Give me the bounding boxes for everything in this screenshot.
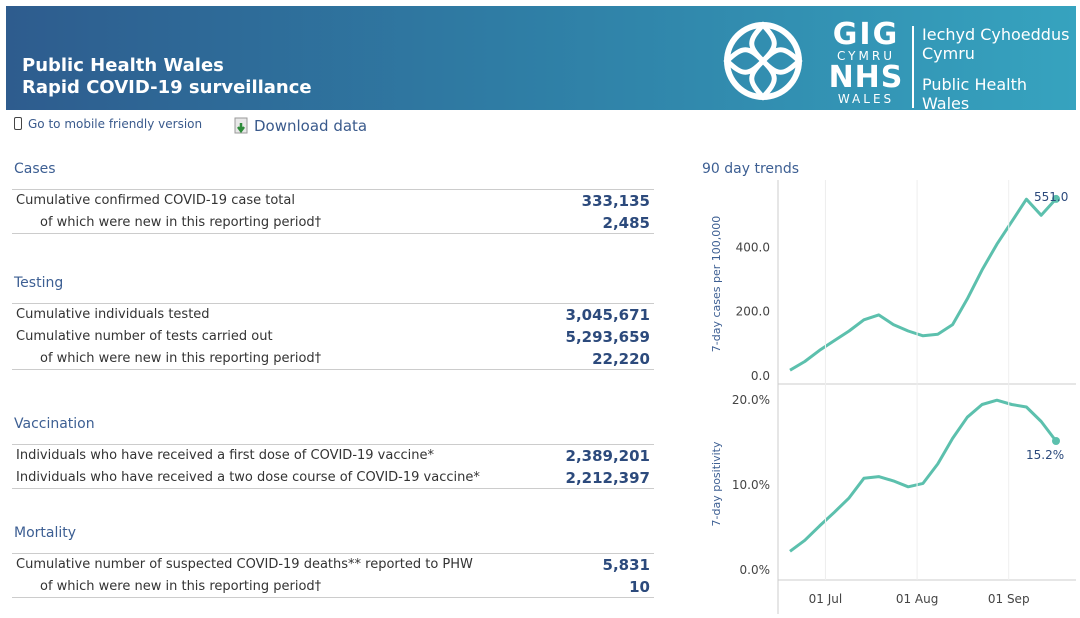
- row-label: of which were new in this reporting peri…: [40, 351, 322, 366]
- last-value-label: 15.2%: [1026, 448, 1064, 462]
- section-title-vaccination: Vaccination: [14, 416, 95, 432]
- section-title-testing: Testing: [14, 275, 64, 291]
- y-tick-label: 10.0%: [732, 478, 770, 492]
- celtic-knot-logo: [723, 21, 803, 101]
- y-tick-label: 0.0: [751, 369, 770, 383]
- row-label: Cumulative number of suspected COVID-19 …: [16, 557, 473, 572]
- y-tick-label: 400.0: [736, 240, 770, 254]
- row-label: Cumulative confirmed COVID-19 case total: [16, 193, 295, 208]
- y-tick-label: 20.0%: [732, 393, 770, 407]
- logo-text-gig: GIG: [832, 17, 900, 52]
- row-value: 3,045,671: [565, 306, 650, 324]
- trends-title: 90 day trends: [702, 161, 800, 177]
- table-row: Individuals who have received a two dose…: [12, 467, 654, 489]
- row-label: of which were new in this reporting peri…: [40, 579, 322, 594]
- row-value: 2,485: [602, 214, 650, 232]
- mobile-link-label: Go to mobile friendly version: [28, 117, 203, 131]
- table-row: Cumulative confirmed COVID-19 case total…: [12, 190, 654, 212]
- table-row: Cumulative number of tests carried out 5…: [12, 326, 654, 348]
- vaccination-table: Individuals who have received a first do…: [12, 444, 654, 489]
- mobile-version-link[interactable]: Go to mobile friendly version: [14, 117, 202, 131]
- row-value: 10: [629, 578, 650, 596]
- logo-text-wales: WALES: [837, 92, 895, 106]
- testing-table: Cumulative individuals tested 3,045,671 …: [12, 303, 654, 370]
- logo-text-nhs: NHS: [828, 60, 904, 95]
- org-name: Iechyd Cyhoeddus Cymru Public Health Wal…: [922, 25, 1069, 113]
- logo-text-cymru: CYMRU: [837, 49, 895, 63]
- row-value: 333,135: [581, 192, 650, 210]
- table-row: of which were new in this reporting peri…: [12, 348, 654, 370]
- download-link-label: Download data: [254, 117, 368, 135]
- cases-table: Cumulative confirmed COVID-19 case total…: [12, 189, 654, 234]
- row-value: 5,831: [602, 556, 650, 574]
- row-value: 22,220: [592, 350, 650, 368]
- last-value-label: 551.0: [1034, 190, 1068, 204]
- x-tick-label: 01 Jul: [809, 592, 843, 606]
- row-label: of which were new in this reporting peri…: [40, 215, 322, 230]
- table-row: of which were new in this reporting peri…: [12, 212, 654, 234]
- row-value: 2,389,201: [565, 447, 650, 465]
- org-welsh-line1: Iechyd Cyhoeddus: [922, 25, 1070, 44]
- org-english-line1: Public Health: [922, 75, 1027, 94]
- row-label: Cumulative number of tests carried out: [16, 329, 273, 344]
- row-value: 5,293,659: [565, 328, 650, 346]
- org-welsh-line2: Cymru: [922, 44, 975, 63]
- y-tick-label: 200.0: [736, 305, 770, 319]
- y-axis-label: 7-day positivity: [710, 441, 723, 526]
- x-tick-label: 01 Aug: [896, 592, 939, 606]
- row-label: Cumulative individuals tested: [16, 307, 210, 322]
- row-label: Individuals who have received a two dose…: [16, 470, 480, 485]
- app-title: Public Health Wales: [22, 55, 224, 76]
- app-subtitle: Rapid COVID-19 surveillance: [22, 77, 312, 98]
- table-row: of which were new in this reporting peri…: [12, 576, 654, 598]
- series-line: [789, 398, 1058, 553]
- table-row: Individuals who have received a first do…: [12, 445, 654, 467]
- y-axis-label: 7-day cases per 100,000: [710, 216, 723, 352]
- trend-charts: 0.0 200.0 400.0 7-day cases per 100,000 551.…: [710, 180, 1076, 614]
- x-tick-label: 01 Sep: [988, 592, 1030, 606]
- download-data-link[interactable]: Download data: [234, 117, 367, 135]
- series-line: [789, 197, 1058, 372]
- download-icon: [234, 117, 248, 134]
- phone-icon: [14, 117, 22, 130]
- logo-divider: [912, 26, 914, 108]
- mortality-table: Cumulative number of suspected COVID-19 …: [12, 553, 654, 598]
- row-label: Individuals who have received a first do…: [16, 448, 434, 463]
- section-title-cases: Cases: [14, 161, 56, 177]
- section-title-mortality: Mortality: [14, 525, 77, 541]
- y-tick-label: 0.0%: [740, 563, 771, 577]
- table-row: Cumulative individuals tested 3,045,671: [12, 304, 654, 326]
- nhs-wales-logo: GIG CYMRU NHS WALES: [828, 20, 904, 106]
- table-row: Cumulative number of suspected COVID-19 …: [12, 554, 654, 576]
- last-point-marker: [1052, 194, 1060, 203]
- header-banner: Public Health Wales Rapid COVID-19 surve…: [6, 6, 1076, 113]
- last-point-marker: [1052, 436, 1060, 445]
- row-value: 2,212,397: [565, 469, 650, 487]
- org-english-line2: Wales: [922, 94, 970, 113]
